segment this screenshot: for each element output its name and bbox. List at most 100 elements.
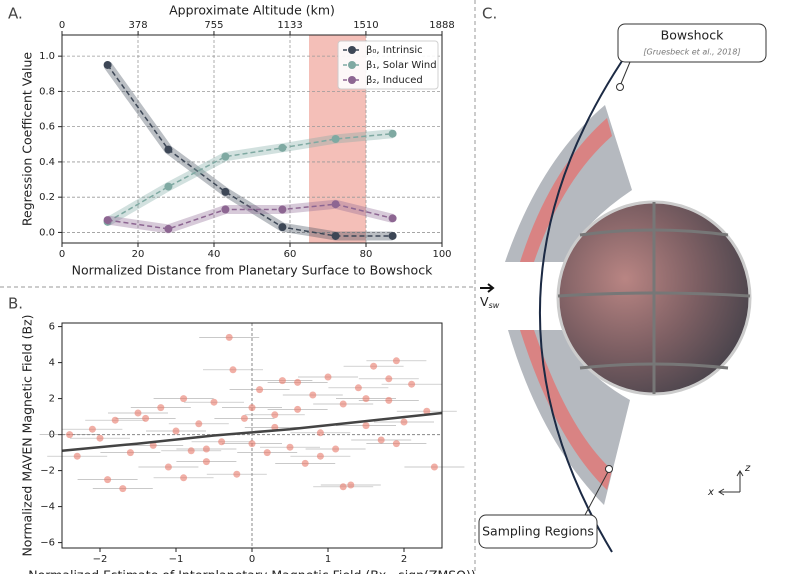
- point: [180, 395, 188, 403]
- point: [385, 396, 393, 404]
- x-tick-label: 80: [360, 249, 373, 260]
- marker: [103, 216, 112, 225]
- y-tick-label: −2: [40, 466, 55, 477]
- axis-glyph: [718, 470, 744, 496]
- point: [96, 434, 104, 442]
- bowshock-label: Bowshock: [661, 28, 724, 43]
- point: [430, 463, 438, 471]
- x2-tick-label: 1888: [429, 20, 454, 31]
- point: [278, 377, 286, 385]
- point: [229, 366, 237, 374]
- point: [248, 440, 256, 448]
- point: [104, 476, 112, 484]
- trend-line: [61, 411, 443, 453]
- point: [111, 416, 119, 424]
- y-tick-label: −6: [40, 538, 55, 549]
- point: [134, 409, 142, 417]
- y-tick-label: 0.2: [39, 192, 55, 203]
- panel-label: C.: [482, 5, 497, 23]
- series-line: [107, 132, 393, 223]
- point: [119, 485, 127, 493]
- x-tick-label: 2: [401, 554, 407, 565]
- planet-grid: [557, 291, 751, 298]
- legend-marker: [348, 61, 356, 69]
- plot-frame: [61, 34, 443, 244]
- y-tick-label: 0.8: [39, 86, 55, 97]
- point: [202, 458, 210, 466]
- point: [362, 422, 370, 430]
- point: [263, 449, 271, 457]
- marker: [388, 214, 397, 223]
- marker: [331, 231, 340, 240]
- y-tick-label: 0.0: [39, 227, 55, 238]
- point: [347, 481, 355, 489]
- planet-grid: [579, 228, 729, 237]
- y-axis-label: Regression Coefficent Value: [20, 52, 35, 226]
- x2-tick-label: 755: [204, 20, 223, 31]
- point: [408, 380, 416, 388]
- point: [309, 391, 317, 399]
- point: [400, 418, 408, 426]
- point: [202, 445, 210, 453]
- legend-marker: [348, 46, 356, 54]
- point: [240, 414, 248, 422]
- point: [316, 429, 324, 437]
- x2-tick-label: 1510: [353, 20, 378, 31]
- marker: [221, 152, 230, 161]
- legend-label: β₀, Intrinsic: [366, 45, 423, 56]
- point: [324, 373, 332, 381]
- x-tick-label: 40: [208, 249, 221, 260]
- point: [256, 386, 264, 394]
- marker: [164, 224, 173, 233]
- y-tick-label: 1.0: [39, 51, 55, 62]
- y-tick-label: 2: [49, 394, 55, 405]
- point: [316, 452, 324, 460]
- point: [392, 357, 400, 365]
- marker: [221, 187, 230, 196]
- point: [370, 362, 378, 370]
- x-tick-label: 1: [325, 554, 331, 565]
- point: [73, 452, 81, 460]
- point: [385, 375, 393, 383]
- x-tick-label: 20: [132, 249, 145, 260]
- callout-box: [617, 23, 767, 63]
- x-tick-label: 0: [249, 554, 255, 565]
- point: [339, 483, 347, 491]
- plot-frame: [61, 322, 443, 549]
- diagram: Bowshock [Gruesbeck et al., 2018] Sampli…: [478, 23, 767, 553]
- x-tick-label: −1: [169, 554, 184, 565]
- axis-z-label: z: [744, 463, 751, 474]
- planet-grid: [579, 362, 729, 370]
- marker: [164, 145, 173, 154]
- x2-tick-label: 0: [59, 20, 65, 31]
- point: [142, 414, 150, 422]
- marker: [278, 205, 287, 214]
- y-tick-label: 0.4: [39, 157, 55, 168]
- point: [339, 400, 347, 408]
- x-axis-label: Normalized Distance from Planetary Surfa…: [72, 263, 433, 278]
- point: [392, 440, 400, 448]
- marker: [164, 182, 173, 191]
- point: [66, 431, 74, 439]
- citation: [Gruesbeck et al., 2018]: [643, 48, 740, 57]
- point: [225, 333, 233, 341]
- point: [187, 447, 195, 455]
- legend: [337, 40, 439, 90]
- y-tick-label: −4: [40, 502, 55, 513]
- point: [233, 470, 241, 478]
- point: [248, 404, 256, 412]
- point: [195, 420, 203, 428]
- callout-dot: [605, 465, 613, 473]
- callout-line: [619, 61, 631, 87]
- point: [423, 407, 431, 415]
- x-axis-label: Normalized Estimate of Interplanetary Ma…: [28, 568, 476, 574]
- callout-box: [478, 514, 598, 549]
- marker: [103, 60, 112, 69]
- point: [218, 438, 226, 446]
- y-axis-label: Normalized MAVEN Magnetic Field (Bz): [20, 314, 35, 556]
- x2-tick-label: 1133: [277, 20, 302, 31]
- axis-x-label: x: [707, 487, 714, 498]
- point: [149, 441, 157, 449]
- sampling-label: Sampling Regions: [482, 524, 594, 539]
